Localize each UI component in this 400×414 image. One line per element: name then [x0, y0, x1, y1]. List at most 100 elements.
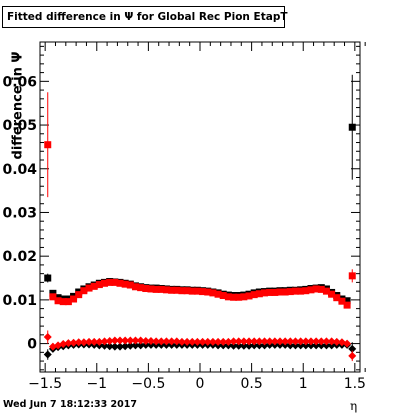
- data-point-square: [281, 288, 289, 296]
- data-point-square: [317, 285, 325, 293]
- data-point-square: [54, 297, 62, 305]
- data-point-diamond: [105, 342, 114, 351]
- data-point-square: [328, 290, 336, 298]
- data-point-diamond: [343, 339, 352, 348]
- plot-frame: [39, 41, 361, 373]
- data-point-diamond: [239, 337, 248, 346]
- data-point-square: [261, 289, 269, 297]
- data-point-square: [214, 290, 222, 298]
- data-point-square: [199, 288, 207, 296]
- data-point-square: [70, 295, 78, 303]
- data-point-diamond: [270, 337, 279, 346]
- y-axis-label: difference in Ψ: [10, 51, 26, 160]
- data-point-square: [307, 286, 315, 294]
- data-point-diamond: [203, 337, 212, 346]
- x-axis-label: η: [350, 399, 358, 413]
- y-tick-label: 0.05: [2, 118, 37, 134]
- data-point-square: [49, 293, 57, 301]
- data-point-diamond: [234, 337, 243, 346]
- data-point-diamond: [332, 337, 341, 346]
- x-tick-label: 1.5: [344, 376, 366, 392]
- data-point-diamond: [126, 336, 135, 345]
- data-point-diamond: [183, 337, 192, 346]
- data-point-square: [297, 287, 305, 295]
- data-point-square: [147, 285, 155, 293]
- y-tick-label: 0: [27, 337, 37, 353]
- data-point-diamond: [208, 337, 217, 346]
- data-point-square: [338, 297, 346, 305]
- data-point-diamond: [100, 341, 109, 350]
- data-point-diamond: [348, 344, 357, 353]
- data-point-square: [131, 283, 139, 291]
- data-point-diamond: [245, 337, 254, 346]
- data-point-square: [343, 297, 351, 305]
- data-point-square: [333, 294, 341, 302]
- y-tick-label: 0.02: [2, 249, 37, 265]
- data-point-diamond: [79, 338, 88, 347]
- data-point-square: [348, 272, 356, 280]
- data-point-square: [188, 287, 196, 295]
- data-point-diamond: [327, 337, 336, 346]
- data-point-diamond: [317, 337, 326, 346]
- data-point-square: [44, 141, 52, 149]
- data-point-diamond: [116, 342, 124, 351]
- data-point-diamond: [245, 341, 254, 350]
- data-point-diamond: [146, 336, 155, 345]
- data-point-square: [302, 287, 310, 295]
- data-point-square: [106, 278, 114, 286]
- data-point-square: [168, 286, 176, 294]
- data-point-square: [255, 290, 263, 298]
- data-point-diamond: [43, 333, 52, 342]
- data-point-square: [291, 287, 299, 295]
- data-point-square: [64, 298, 72, 306]
- data-point-diamond: [152, 337, 161, 346]
- data-point-square: [276, 288, 284, 296]
- data-point-diamond: [105, 336, 114, 345]
- data-point-diamond: [229, 341, 238, 350]
- data-point-diamond: [260, 337, 269, 346]
- data-point-diamond: [239, 341, 248, 350]
- data-point-diamond: [286, 337, 295, 346]
- data-point-diamond: [157, 337, 166, 346]
- data-point-diamond: [322, 337, 331, 346]
- data-point-diamond: [250, 337, 259, 346]
- data-point-diamond: [100, 337, 109, 346]
- data-point-diamond: [255, 337, 264, 346]
- data-point-square: [183, 287, 191, 295]
- data-point-diamond: [177, 337, 186, 346]
- data-point-square: [271, 288, 279, 296]
- data-point-diamond: [110, 342, 119, 351]
- y-tick-label: 0.06: [2, 74, 37, 90]
- data-point-diamond: [110, 336, 119, 345]
- data-point-square: [111, 278, 119, 286]
- x-tick-label: −1.5: [28, 376, 62, 392]
- data-point-square: [286, 288, 294, 296]
- axes-layer: −1.5 −1 −0.5 0 0.5 1 1.5 0 0.01 0.02 0.03 0.04 0.05 0…: [2, 42, 366, 392]
- data-point-square: [204, 288, 212, 296]
- data-point-diamond: [162, 337, 171, 346]
- data-point-square: [209, 289, 217, 297]
- data-point-square: [95, 281, 103, 289]
- data-point-diamond: [306, 337, 315, 346]
- data-point-diamond: [276, 337, 284, 346]
- data-point-diamond: [126, 341, 135, 350]
- data-point-square: [162, 286, 170, 294]
- y-tick-label: 0.04: [2, 162, 37, 178]
- data-point-diamond: [121, 342, 130, 351]
- data-point-diamond: [131, 341, 140, 350]
- data-point-diamond: [136, 341, 145, 350]
- data-point-square: [193, 287, 201, 295]
- x-tick-label: −1: [86, 376, 107, 392]
- data-point-square: [157, 285, 165, 293]
- data-point-square: [312, 285, 320, 293]
- data-point-square: [224, 293, 232, 301]
- data-point-diamond: [214, 337, 223, 346]
- data-point-square: [219, 292, 227, 300]
- data-point-square: [90, 282, 98, 290]
- data-point-square: [126, 281, 134, 289]
- data-point-diamond: [265, 337, 274, 346]
- data-point-diamond: [64, 339, 73, 348]
- data-point-square: [137, 284, 145, 292]
- data-point-diamond: [188, 337, 197, 346]
- data-point-diamond: [95, 337, 104, 346]
